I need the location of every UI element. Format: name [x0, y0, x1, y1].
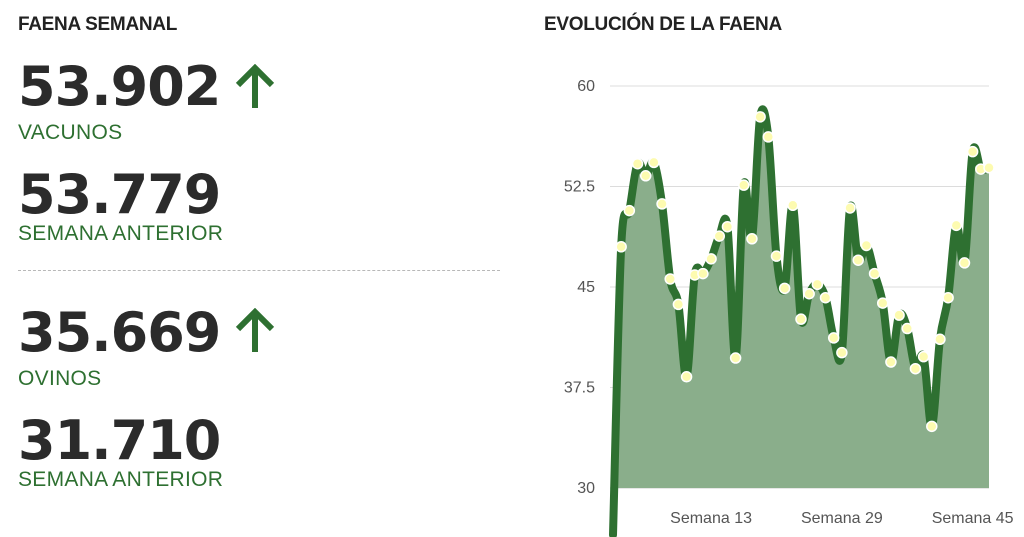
- vacunos-label: VACUNOS: [18, 121, 123, 144]
- data-point[interactable]: [852, 254, 864, 266]
- vacunos-previous-label: SEMANA ANTERIOR: [18, 222, 224, 245]
- data-point[interactable]: [648, 156, 660, 169]
- ovinos-previous-label: SEMANA ANTERIOR: [18, 468, 224, 491]
- data-point[interactable]: [909, 362, 922, 375]
- data-point[interactable]: [795, 313, 807, 325]
- data-point[interactable]: [901, 322, 914, 335]
- y-tick-label: 37.5: [564, 380, 595, 397]
- series-area: [613, 109, 989, 488]
- data-point[interactable]: [836, 346, 848, 359]
- ovinos-value: 35.669: [18, 301, 221, 364]
- data-point[interactable]: [934, 333, 946, 346]
- up-arrow-icon: [235, 308, 275, 352]
- y-tick-label: 52.5: [564, 179, 595, 196]
- data-point[interactable]: [983, 161, 995, 174]
- data-point[interactable]: [819, 291, 832, 304]
- faena-area-chart: 60 52.5 45 37.5 30 Semana 13 Semana 29 Semana …: [564, 78, 1014, 537]
- data-point[interactable]: [827, 332, 840, 344]
- data-point[interactable]: [721, 220, 734, 233]
- data-point[interactable]: [811, 278, 824, 291]
- data-point[interactable]: [950, 219, 963, 232]
- chart-title: EVOLUCIÓN DE LA FAENA: [544, 14, 782, 35]
- data-point[interactable]: [926, 420, 938, 433]
- x-tick-label: Semana 13: [670, 510, 752, 527]
- data-point[interactable]: [623, 204, 636, 217]
- data-point[interactable]: [958, 257, 971, 269]
- data-point[interactable]: [893, 309, 905, 321]
- data-point[interactable]: [705, 253, 717, 265]
- data-point[interactable]: [778, 282, 791, 295]
- data-point[interactable]: [664, 273, 676, 285]
- data-point[interactable]: [803, 287, 815, 300]
- data-point[interactable]: [966, 145, 979, 158]
- vacunos-value: 53.902: [18, 55, 221, 118]
- data-point[interactable]: [942, 291, 954, 304]
- data-point[interactable]: [738, 179, 750, 191]
- x-tick-label: Semana 45: [932, 510, 1014, 527]
- x-tick-label: Semana 29: [801, 510, 883, 527]
- data-point[interactable]: [876, 297, 889, 309]
- data-point[interactable]: [697, 267, 709, 280]
- data-point[interactable]: [729, 352, 742, 364]
- data-point[interactable]: [746, 233, 758, 245]
- vacunos-previous-value: 53.779: [18, 163, 221, 226]
- data-point[interactable]: [770, 250, 783, 262]
- data-point[interactable]: [631, 157, 644, 170]
- data-point[interactable]: [754, 111, 766, 123]
- ovinos-previous-value: 31.710: [18, 409, 221, 472]
- data-point[interactable]: [844, 202, 856, 214]
- up-arrow-icon: [235, 64, 275, 108]
- data-point[interactable]: [639, 170, 652, 182]
- data-point[interactable]: [917, 350, 930, 363]
- y-tick-label: 30: [577, 480, 595, 497]
- panel-title: FAENA SEMANAL: [18, 14, 178, 35]
- data-point[interactable]: [672, 298, 685, 311]
- divider: [18, 270, 500, 271]
- data-point[interactable]: [615, 241, 627, 253]
- data-point[interactable]: [656, 198, 668, 210]
- y-tick-label: 60: [577, 78, 595, 95]
- ovinos-label: OVINOS: [18, 367, 102, 390]
- data-point[interactable]: [787, 199, 799, 212]
- data-point[interactable]: [885, 356, 897, 368]
- data-point[interactable]: [860, 239, 873, 252]
- data-point[interactable]: [680, 371, 693, 383]
- data-point[interactable]: [713, 230, 726, 242]
- y-tick-label: 45: [577, 279, 595, 296]
- data-point[interactable]: [762, 131, 775, 143]
- data-point[interactable]: [868, 267, 881, 280]
